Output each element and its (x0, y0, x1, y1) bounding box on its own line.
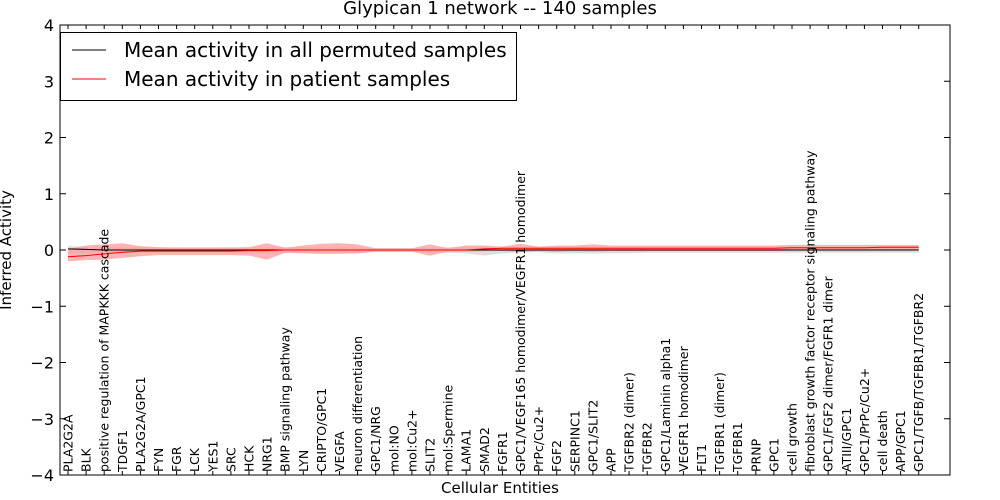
x-tick-label: mol:Spermine (441, 384, 456, 472)
legend-label-patient: Mean activity in patient samples (124, 67, 450, 91)
y-tick-label: 2 (44, 129, 54, 148)
x-tick-label: PLA2G2A/GPC1 (133, 376, 148, 472)
x-tick-label: TGFBR2 (640, 422, 655, 473)
x-tick-label: SERPINC1 (567, 410, 582, 472)
x-tick-label: LCK (187, 447, 202, 472)
x-tick-label: PrPc/Cu2+ (531, 406, 546, 472)
x-tick-label: cell death (875, 410, 890, 472)
x-tick-label: APP/GPC1 (893, 410, 908, 472)
x-axis: PLA2G2A BLK positive regulation of MAPKKK … (61, 25, 926, 475)
x-tick-label: TDGF1 (115, 430, 130, 473)
x-tick-label: GPC1/FGF2 dimer/FGFR1 dimer (821, 275, 836, 472)
plot-area (67, 243, 919, 262)
x-axis-label: Cellular Entities (441, 479, 559, 497)
x-tick-label: FGR (169, 446, 184, 472)
x-tick-label: HCK (242, 445, 257, 472)
x-tick-label: mol:NO (386, 425, 401, 472)
y-tick-label: −2 (30, 354, 54, 373)
legend: Mean activity in all permuted samples Me… (60, 32, 517, 101)
x-tick-label: GPC1/NRG (368, 406, 383, 472)
x-tick-label: APP (604, 448, 619, 472)
x-tick-label: ATIII/GPC1 (839, 408, 854, 472)
y-tick-label: 3 (44, 72, 54, 91)
chart-title: Glypican 1 network -- 140 samples (343, 0, 657, 19)
y-tick-label: 1 (44, 185, 54, 204)
x-tick-label: FLT1 (694, 444, 709, 472)
y-tick-label: −4 (30, 466, 54, 485)
legend-box (60, 32, 517, 101)
x-tick-label: PLA2G2A (61, 414, 76, 472)
x-tick-label: TGFBR1 (dimer) (712, 372, 727, 473)
x-tick-label: positive regulation of MAPKKK cascade (97, 229, 112, 472)
x-tick-label: NRG1 (260, 436, 275, 472)
x-tick-label: PRNP (748, 438, 763, 472)
series-permuted-line (67, 248, 919, 251)
x-tick-label: GPC1/Laminin alpha1 (658, 338, 673, 472)
x-tick-label: VEGFR1 homodimer (676, 345, 691, 472)
y-tick-label: 4 (44, 16, 54, 35)
x-tick-label: FYN (151, 448, 166, 472)
x-tick-label: GPC1/PrPc/Cu2+ (857, 368, 872, 472)
x-tick-label: BLK (79, 447, 94, 472)
x-tick-label: SLIT2 (423, 438, 438, 472)
x-tick-label: BMP signaling pathway (278, 327, 293, 472)
series-patient-line (67, 246, 919, 258)
x-tick-label: LAMA1 (459, 429, 474, 472)
x-tick-label: neuron differentiation (350, 336, 365, 472)
x-tick-label: SRC (223, 447, 238, 472)
x-tick-label: VEGFA (332, 431, 347, 472)
y-tick-label: −1 (30, 297, 54, 316)
y-tick-label: −3 (30, 410, 54, 429)
x-tick-label: fibroblast growth factor receptor signal… (803, 150, 818, 472)
x-tick-label: cell growth (785, 403, 800, 472)
y-tick-label: 0 (44, 241, 54, 260)
y-axis-label: Inferred Activity (0, 190, 15, 310)
x-tick-label: FGFR1 (495, 431, 510, 472)
x-tick-label: GPC1/TGFB/TGFBR1/TGFBR2 (911, 293, 926, 472)
x-tick-label: TGFBR2 (dimer) (622, 372, 637, 473)
y-axis: −4 −3 −2 −1 0 1 2 3 4 (30, 16, 950, 485)
x-tick-label: YES1 (205, 441, 220, 473)
x-tick-label: SMAD2 (477, 427, 492, 472)
x-tick-label: LYN (296, 450, 311, 472)
legend-label-permuted: Mean activity in all permuted samples (124, 38, 507, 62)
x-tick-label: TGFBR1 (730, 422, 745, 473)
x-tick-label: CRIPTO/GPC1 (314, 388, 329, 472)
x-tick-label: GPC1/SLIT2 (585, 400, 600, 472)
x-tick-label: GPC1 (766, 438, 781, 472)
x-tick-label: FGF2 (549, 440, 564, 472)
x-tick-label: mol:Cu2+ (404, 409, 419, 472)
x-tick-label: GPC1/VEGF165 homodimer/VEGFR1 homodimer (513, 170, 528, 472)
